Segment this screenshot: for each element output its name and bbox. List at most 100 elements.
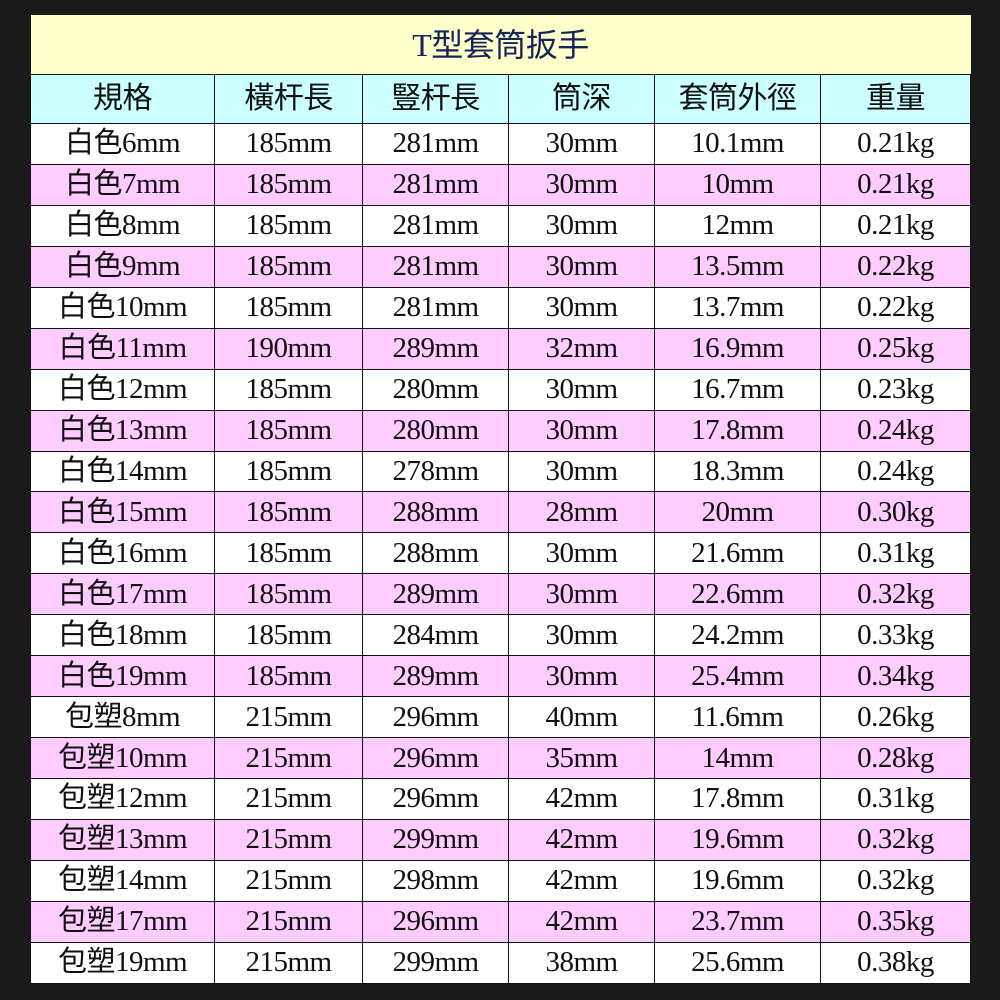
cell-weight: 0.38kg: [819, 941, 972, 984]
cell-horizontal-bar-length: 215mm: [214, 818, 363, 861]
cell-socket-depth: 42mm: [508, 900, 655, 943]
cell-spec: 包塑10mm: [30, 737, 215, 779]
table-body: 白色6mm 185mm 281mm 30mm 10.1mm 0.21kg 白色7mm 185m…: [30, 123, 972, 984]
table-row: 包塑12mm 215mm 296mm 42mm 17.8mm 0.31kg: [30, 778, 972, 820]
cell-spec: 包塑13mm: [30, 818, 215, 861]
cell-socket-depth: 30mm: [508, 614, 655, 657]
cell-vertical-bar-length: 281mm: [362, 245, 509, 288]
cell-horizontal-bar-length: 185mm: [214, 245, 363, 288]
cell-vertical-bar-length: 280mm: [362, 368, 509, 411]
cell-socket-depth: 30mm: [508, 573, 655, 616]
cell-horizontal-bar-length: 215mm: [214, 900, 363, 943]
cell-socket-depth: 30mm: [508, 655, 655, 698]
cell-vertical-bar-length: 280mm: [362, 409, 509, 452]
cell-horizontal-bar-length: 185mm: [214, 286, 363, 329]
header-socket-outer-diameter: 套筒外徑: [654, 74, 821, 124]
cell-socket-outer-diameter: 20mm: [654, 491, 821, 534]
cell-spec: 白色6mm: [30, 123, 215, 165]
cell-vertical-bar-length: 288mm: [362, 532, 509, 575]
cell-socket-outer-diameter: 19.6mm: [654, 818, 821, 861]
cell-spec: 白色14mm: [30, 450, 215, 493]
cell-vertical-bar-length: 278mm: [362, 450, 509, 493]
cell-vertical-bar-length: 288mm: [362, 491, 509, 534]
cell-socket-depth: 30mm: [508, 123, 655, 165]
cell-horizontal-bar-length: 185mm: [214, 123, 363, 165]
header-horizontal-bar-length: 橫杆長: [214, 74, 363, 124]
cell-socket-depth: 40mm: [508, 696, 655, 739]
cell-vertical-bar-length: 298mm: [362, 859, 509, 902]
table-row: 白色10mm 185mm 281mm 30mm 13.7mm 0.22kg: [30, 286, 972, 329]
cell-horizontal-bar-length: 190mm: [214, 327, 363, 370]
cell-socket-depth: 30mm: [508, 204, 655, 247]
cell-vertical-bar-length: 289mm: [362, 573, 509, 616]
cell-spec: 包塑12mm: [30, 778, 215, 820]
cell-socket-outer-diameter: 17.8mm: [654, 409, 821, 452]
cell-socket-outer-diameter: 16.7mm: [654, 368, 821, 411]
cell-spec: 包塑14mm: [30, 859, 215, 902]
table-row: 白色9mm 185mm 281mm 30mm 13.5mm 0.22kg: [30, 245, 972, 288]
table-row: 白色14mm 185mm 278mm 30mm 18.3mm 0.24kg: [30, 450, 972, 493]
cell-socket-outer-diameter: 13.7mm: [654, 286, 821, 329]
cell-socket-outer-diameter: 17.8mm: [654, 778, 821, 820]
cell-socket-depth: 38mm: [508, 941, 655, 984]
cell-horizontal-bar-length: 185mm: [214, 532, 363, 575]
cell-horizontal-bar-length: 215mm: [214, 696, 363, 739]
cell-weight: 0.24kg: [819, 409, 972, 452]
cell-socket-depth: 42mm: [508, 778, 655, 820]
cell-socket-outer-diameter: 14mm: [654, 737, 821, 779]
cell-socket-outer-diameter: 19.6mm: [654, 859, 821, 902]
cell-horizontal-bar-length: 185mm: [214, 491, 363, 534]
cell-vertical-bar-length: 289mm: [362, 327, 509, 370]
cell-vertical-bar-length: 281mm: [362, 163, 509, 206]
cell-socket-outer-diameter: 25.6mm: [654, 941, 821, 984]
cell-weight: 0.32kg: [819, 573, 972, 616]
cell-spec: 白色7mm: [30, 163, 215, 206]
spec-table: T型套筒扳手 規格 橫杆長 豎杆長 筒深 套筒外徑 重量 白色6mm 185mm 281mm 3…: [30, 15, 972, 984]
cell-spec: 包塑19mm: [30, 941, 215, 984]
cell-socket-outer-diameter: 23.7mm: [654, 900, 821, 943]
cell-spec: 白色11mm: [30, 327, 215, 370]
cell-socket-depth: 42mm: [508, 818, 655, 861]
cell-horizontal-bar-length: 185mm: [214, 163, 363, 206]
cell-socket-outer-diameter: 12mm: [654, 204, 821, 247]
cell-vertical-bar-length: 299mm: [362, 941, 509, 984]
cell-weight: 0.34kg: [819, 655, 972, 698]
header-socket-depth: 筒深: [508, 74, 655, 124]
cell-horizontal-bar-length: 185mm: [214, 573, 363, 616]
table-row: 白色17mm 185mm 289mm 30mm 22.6mm 0.32kg: [30, 573, 972, 616]
cell-spec: 白色18mm: [30, 614, 215, 657]
cell-spec: 白色12mm: [30, 368, 215, 411]
cell-weight: 0.23kg: [819, 368, 972, 411]
cell-weight: 0.24kg: [819, 450, 972, 493]
cell-socket-outer-diameter: 16.9mm: [654, 327, 821, 370]
cell-socket-outer-diameter: 13.5mm: [654, 245, 821, 288]
cell-spec: 白色8mm: [30, 204, 215, 247]
cell-weight: 0.28kg: [819, 737, 972, 779]
table-row: 白色18mm 185mm 284mm 30mm 24.2mm 0.33kg: [30, 614, 972, 657]
cell-horizontal-bar-length: 185mm: [214, 368, 363, 411]
table-row: 白色19mm 185mm 289mm 30mm 25.4mm 0.34kg: [30, 655, 972, 698]
table-row: 白色16mm 185mm 288mm 30mm 21.6mm 0.31kg: [30, 532, 972, 575]
header-vertical-bar-length: 豎杆長: [362, 74, 509, 124]
table-row: 包塑19mm 215mm 299mm 38mm 25.6mm 0.38kg: [30, 941, 972, 984]
cell-spec: 白色15mm: [30, 491, 215, 534]
header-weight: 重量: [819, 74, 972, 124]
cell-horizontal-bar-length: 185mm: [214, 450, 363, 493]
cell-socket-outer-diameter: 18.3mm: [654, 450, 821, 493]
cell-socket-depth: 35mm: [508, 737, 655, 779]
cell-vertical-bar-length: 296mm: [362, 900, 509, 943]
cell-socket-depth: 30mm: [508, 450, 655, 493]
cell-weight: 0.25kg: [819, 327, 972, 370]
cell-weight: 0.32kg: [819, 859, 972, 902]
cell-socket-outer-diameter: 10mm: [654, 163, 821, 206]
cell-weight: 0.26kg: [819, 696, 972, 739]
cell-socket-outer-diameter: 22.6mm: [654, 573, 821, 616]
table-title: T型套筒扳手: [30, 15, 971, 75]
cell-socket-outer-diameter: 11.6mm: [654, 696, 821, 739]
cell-vertical-bar-length: 296mm: [362, 778, 509, 820]
header-spec: 規格: [30, 74, 215, 124]
cell-vertical-bar-length: 284mm: [362, 614, 509, 657]
cell-vertical-bar-length: 281mm: [362, 123, 509, 165]
cell-socket-depth: 32mm: [508, 327, 655, 370]
cell-socket-outer-diameter: 24.2mm: [654, 614, 821, 657]
